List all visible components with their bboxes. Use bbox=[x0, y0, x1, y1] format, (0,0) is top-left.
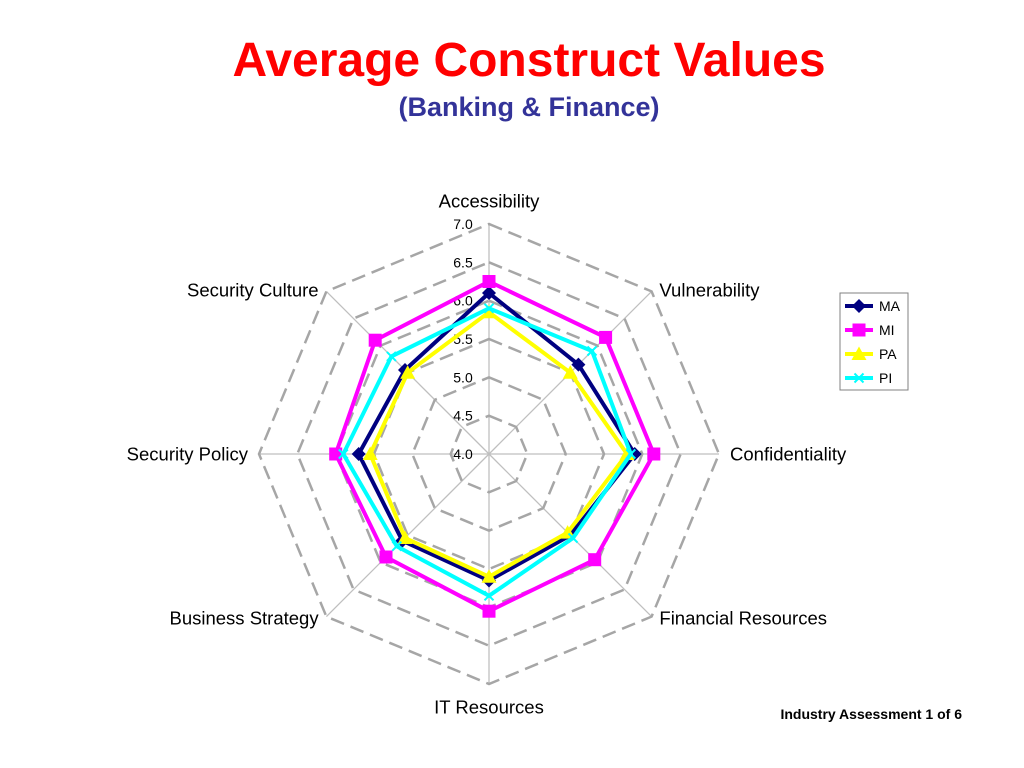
data-point-pi bbox=[483, 303, 495, 314]
data-point-ma bbox=[351, 447, 366, 461]
category-label: Vulnerability bbox=[659, 280, 760, 301]
data-point-ma bbox=[571, 357, 586, 372]
data-point-pa bbox=[400, 365, 416, 379]
legend-entry-mi: MI bbox=[845, 322, 895, 338]
data-point-pa bbox=[481, 304, 497, 319]
legend-swatch-marker bbox=[851, 346, 867, 360]
tick-label: 7.0 bbox=[453, 216, 473, 232]
tick-label: 4.0 bbox=[453, 446, 473, 462]
data-point-pi bbox=[586, 345, 598, 357]
data-point-pa bbox=[481, 569, 497, 583]
category-label: Security Culture bbox=[187, 280, 319, 301]
slide-footer: Industry Assessment 1 of 6 bbox=[780, 706, 962, 722]
series-pa bbox=[362, 304, 635, 583]
legend: MA MI PA PI bbox=[839, 292, 909, 391]
data-point-pi bbox=[338, 448, 349, 460]
data-point-mi bbox=[482, 275, 496, 288]
category-label: IT Resources bbox=[434, 697, 544, 718]
gridline-ring bbox=[257, 222, 721, 686]
data-series bbox=[329, 275, 661, 618]
data-point-pa bbox=[562, 365, 578, 379]
data-point-pi bbox=[483, 590, 495, 602]
data-point-mi bbox=[599, 330, 613, 344]
legend-box bbox=[839, 292, 909, 391]
data-point-mi bbox=[647, 447, 661, 461]
data-point-mi bbox=[329, 447, 343, 461]
data-point-pi bbox=[386, 351, 397, 362]
category-label: Business Strategy bbox=[169, 608, 319, 629]
series-mi bbox=[329, 275, 661, 618]
gridline-ring bbox=[410, 375, 568, 533]
category-label: Confidentiality bbox=[730, 444, 847, 465]
legend-label: PA bbox=[879, 346, 897, 362]
gridline-ring bbox=[449, 414, 529, 494]
data-point-pi bbox=[625, 448, 637, 460]
legend-label: MA bbox=[879, 298, 901, 314]
category-labels: Accessibility Vulnerability Confidentialit… bbox=[127, 191, 847, 718]
data-point-mi bbox=[482, 604, 496, 618]
axis-spoke bbox=[325, 453, 490, 618]
tick-label: 6.5 bbox=[453, 254, 473, 270]
data-point-pi bbox=[567, 532, 579, 544]
category-label: Accessibility bbox=[439, 191, 540, 212]
legend-entry-pa: PA bbox=[845, 346, 897, 362]
data-point-ma bbox=[482, 286, 496, 300]
category-label: Security Policy bbox=[127, 444, 249, 465]
gridline-ring bbox=[372, 337, 606, 571]
chart-subtitle: (Banking & Finance) bbox=[398, 92, 660, 122]
legend-label: MI bbox=[879, 322, 895, 338]
data-point-mi bbox=[368, 333, 382, 347]
data-point-pa bbox=[362, 446, 378, 460]
series-pi bbox=[338, 303, 637, 602]
data-point-mi bbox=[379, 550, 393, 564]
data-point-pi bbox=[391, 540, 403, 552]
legend-swatch-marker bbox=[853, 372, 865, 384]
legend-swatch-marker bbox=[852, 323, 866, 337]
legend-entry-ma: MA bbox=[845, 298, 901, 314]
category-label: Financial Resources bbox=[659, 608, 827, 629]
legend-swatch-marker bbox=[852, 299, 866, 313]
data-point-pa bbox=[397, 530, 413, 544]
tick-label: 5.0 bbox=[453, 369, 473, 385]
chart-title: Average Construct Values bbox=[232, 34, 826, 87]
legend-label: PI bbox=[879, 370, 892, 386]
legend-entry-pi: PI bbox=[845, 370, 892, 386]
gridline-ring bbox=[295, 260, 683, 648]
data-point-mi bbox=[588, 553, 602, 567]
tick-label: 4.5 bbox=[453, 408, 473, 424]
